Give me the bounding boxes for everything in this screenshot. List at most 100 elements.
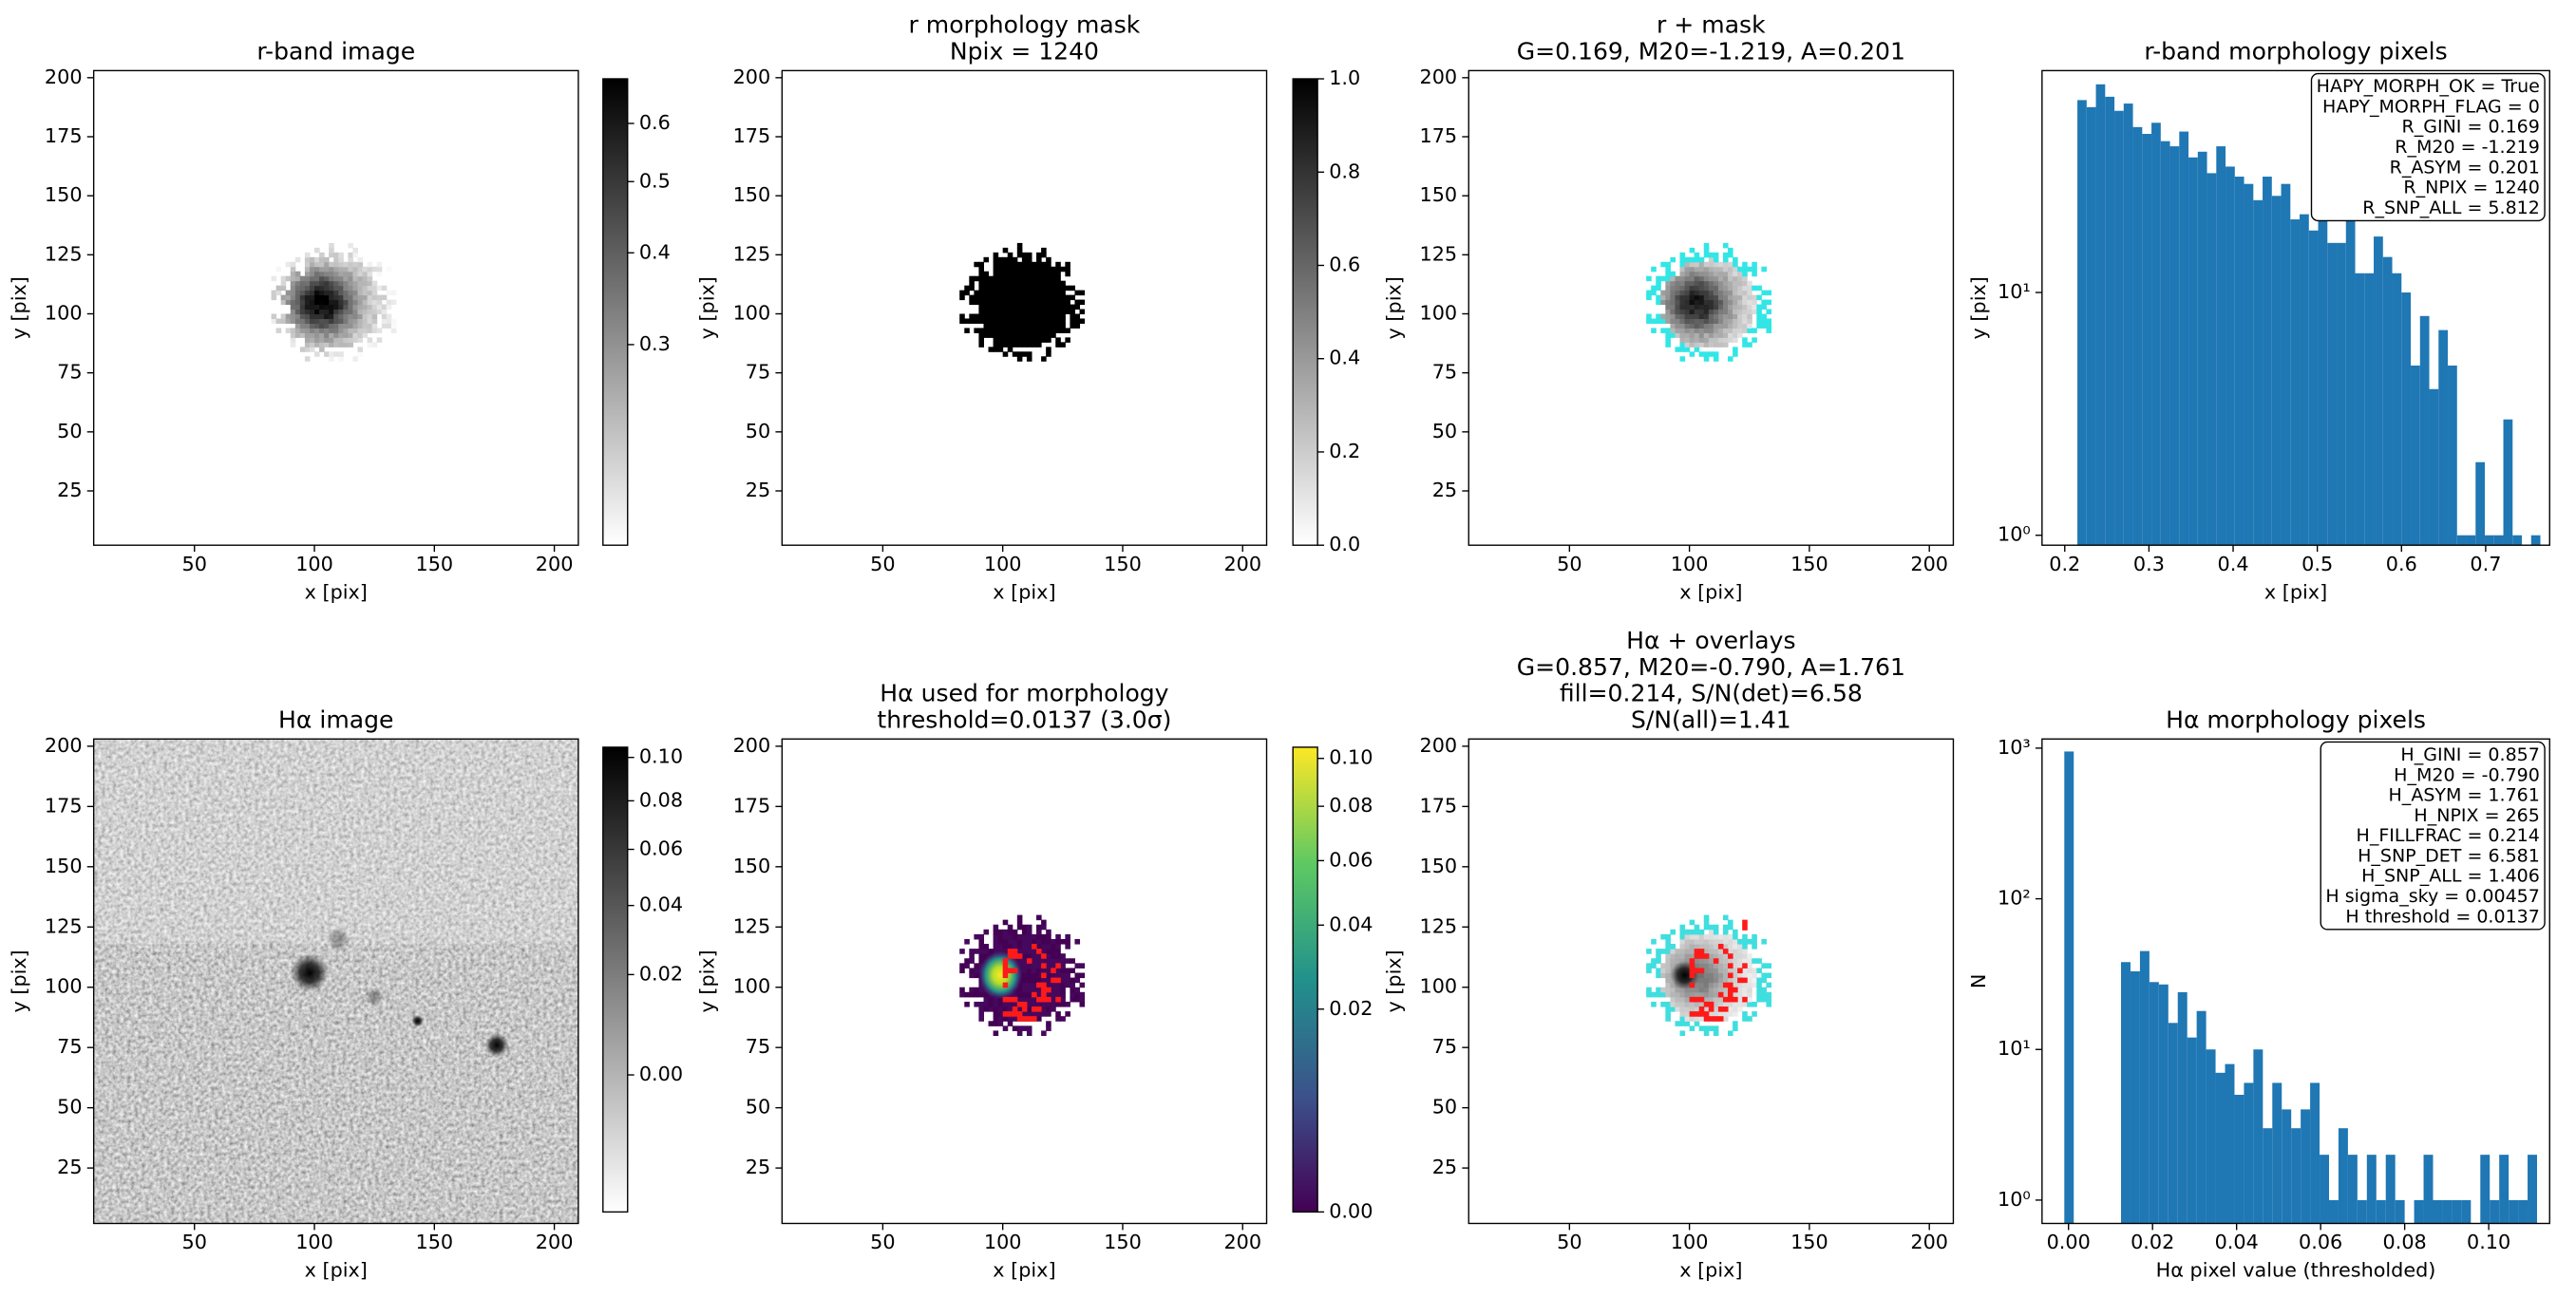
image-pixel xyxy=(309,304,315,310)
image-pixel xyxy=(1694,290,1700,296)
y-tick-label: 75 xyxy=(57,361,82,384)
image-pixel xyxy=(1713,963,1719,969)
mask-pixel xyxy=(978,328,984,333)
image-pixel xyxy=(1060,977,1066,984)
image-pixel xyxy=(309,309,315,315)
mask-pixel xyxy=(978,309,984,315)
image-pixel xyxy=(338,351,344,357)
mask-outline xyxy=(1660,328,1666,333)
image-pixel xyxy=(329,313,334,319)
mask-outline xyxy=(1761,991,1767,998)
image-pixel xyxy=(294,299,301,306)
image-pixel xyxy=(1679,275,1686,282)
image-pixel xyxy=(1752,309,1757,315)
mask-outline xyxy=(1679,342,1686,348)
image-pixel xyxy=(1717,949,1724,954)
image-pixel xyxy=(1055,1016,1061,1022)
image-pixel xyxy=(1703,972,1710,979)
image-pixel xyxy=(390,323,397,329)
mask-pixel xyxy=(1046,294,1051,301)
image-pixel xyxy=(1708,949,1714,954)
colorbar-tick-label: 0.08 xyxy=(1329,794,1373,817)
colorbar-tick-label: 0.04 xyxy=(639,894,683,916)
image-pixel xyxy=(357,328,364,333)
bar xyxy=(2095,84,2106,546)
annotation-line: H threshold = 0.0137 xyxy=(2345,906,2539,927)
source-spot xyxy=(411,1014,424,1027)
mask-outline xyxy=(1679,924,1686,931)
image-pixel xyxy=(1747,304,1752,310)
mask-outline xyxy=(1703,924,1710,931)
mask-pixel xyxy=(997,337,1004,343)
mask-outline xyxy=(1742,1016,1748,1022)
panel-title: threshold=0.0137 (3.0σ) xyxy=(877,705,1171,733)
image-pixel xyxy=(1722,332,1729,338)
image-pixel xyxy=(324,351,330,357)
bar xyxy=(2130,970,2140,1224)
image-pixel xyxy=(1021,929,1028,935)
mask-pixel xyxy=(1036,309,1042,315)
image-pixel xyxy=(1031,968,1037,974)
image-pixel xyxy=(1728,1001,1733,1007)
image-pixel xyxy=(338,290,344,296)
mask-outline xyxy=(1703,919,1710,926)
mask-pixel xyxy=(964,328,970,333)
image-pixel xyxy=(978,949,984,954)
mask-pixel xyxy=(1036,294,1042,301)
mask-pixel xyxy=(1012,323,1018,329)
image-pixel xyxy=(1670,949,1676,954)
image-pixel xyxy=(1079,982,1086,988)
image-pixel xyxy=(381,294,388,301)
image-pixel xyxy=(1021,972,1028,979)
mask-outline xyxy=(1670,929,1676,935)
bar xyxy=(2105,96,2115,546)
image-pixel xyxy=(1007,929,1013,935)
image-pixel xyxy=(348,304,353,310)
image-pixel xyxy=(1694,261,1700,268)
mask-outline xyxy=(1703,1030,1710,1037)
image-pixel xyxy=(1002,1001,1009,1007)
image-pixel xyxy=(1051,944,1056,950)
mask-pixel xyxy=(1060,309,1066,315)
image-pixel xyxy=(275,328,282,333)
mask-pixel xyxy=(1041,323,1047,329)
image-pixel xyxy=(1722,285,1729,292)
mask-pixel xyxy=(1026,332,1032,338)
image-pixel xyxy=(329,266,334,273)
mask-pixel xyxy=(1041,271,1047,277)
image-pixel xyxy=(324,337,330,343)
y-tick-label: 125 xyxy=(1420,914,1458,937)
image-pixel xyxy=(1733,953,1738,959)
image-pixel xyxy=(1703,958,1710,964)
image-pixel xyxy=(294,275,301,282)
image-pixel xyxy=(319,275,325,282)
mask-pixel xyxy=(1046,266,1051,273)
mask-pixel xyxy=(1031,328,1037,333)
image-pixel xyxy=(367,328,373,333)
image-pixel xyxy=(357,351,364,357)
mask-outline xyxy=(1703,1025,1710,1031)
mask-outline xyxy=(1742,1011,1748,1017)
image-pixel xyxy=(1737,313,1743,319)
image-pixel xyxy=(329,304,334,310)
mask-pixel xyxy=(969,294,975,301)
image-pixel xyxy=(1055,972,1061,979)
image-pixel xyxy=(1055,982,1061,988)
image-pixel xyxy=(343,271,349,277)
image-pixel xyxy=(1679,323,1686,329)
image-pixel xyxy=(352,318,359,324)
image-pixel xyxy=(1670,294,1676,301)
image-pixel xyxy=(983,996,990,1003)
mask-pixel xyxy=(1031,285,1037,292)
image-pixel xyxy=(1684,996,1691,1003)
image-pixel xyxy=(352,271,359,277)
mask-pixel xyxy=(1026,304,1032,310)
image-pixel xyxy=(1679,299,1686,306)
image-pixel xyxy=(1665,313,1671,319)
image-pixel xyxy=(314,304,320,310)
image-pixel xyxy=(1713,275,1719,282)
image-pixel xyxy=(1684,949,1691,954)
image-pixel xyxy=(371,342,378,348)
image-pixel xyxy=(271,275,277,282)
y-tick-label: 175 xyxy=(45,794,83,817)
